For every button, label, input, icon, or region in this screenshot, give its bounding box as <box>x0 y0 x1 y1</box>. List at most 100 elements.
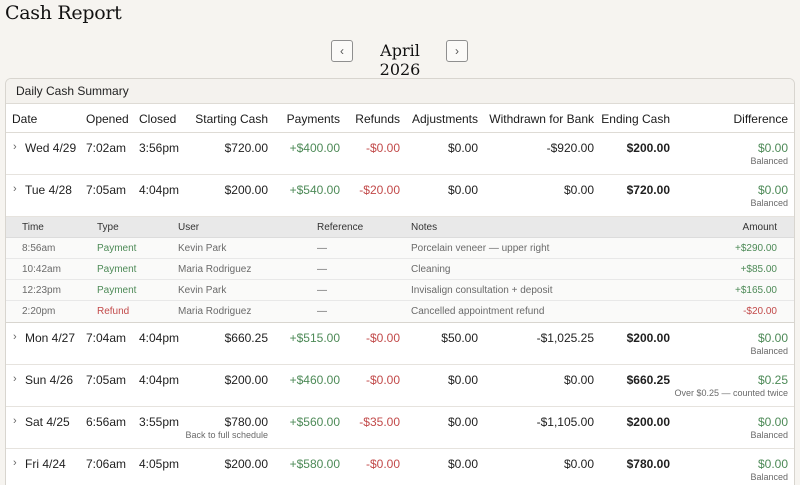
month-navigation: ‹ April 2026 › <box>0 40 800 79</box>
row-ending-cash: $200.00 <box>626 415 670 429</box>
row-ending-cash: $780.00 <box>626 457 670 471</box>
row-difference: $0.00 <box>757 141 788 155</box>
row-opened: 7:04am <box>86 331 127 345</box>
tx-reference: — <box>317 243 327 254</box>
column-header-difference: Difference <box>733 112 788 126</box>
tx-time: 8:56am <box>22 243 56 254</box>
chevron-left-icon: ‹ <box>340 44 344 58</box>
tx-user: Kevin Park <box>178 285 227 296</box>
row-adjustments: $0.00 <box>447 415 478 429</box>
detail-header-notes: Notes <box>411 222 438 233</box>
row-opened: 7:02am <box>86 141 127 155</box>
chevron-right-icon[interactable]: › <box>13 331 17 343</box>
tx-reference: — <box>317 264 327 275</box>
next-month-button[interactable]: › <box>446 40 468 62</box>
row-refunds: -$0.00 <box>365 457 400 471</box>
row-withdrawn: $0.00 <box>563 373 594 387</box>
chevron-right-icon[interactable]: › <box>13 141 17 153</box>
row-date: Sat 4/25 <box>25 415 70 429</box>
row-closed: 3:55pm <box>139 415 180 429</box>
row-adjustments: $0.00 <box>447 457 478 471</box>
table-row[interactable]: › Sat 4/25 6:56am 3:55pm Back to full sc… <box>6 407 794 449</box>
tx-type: Refund <box>97 306 130 317</box>
transaction-row[interactable]: 10:42am Payment Maria Rodriguez — Cleani… <box>6 259 794 280</box>
tx-amount: +$290.00 <box>735 243 777 254</box>
table-row[interactable]: › Tue 4/28 7:05am 4:04pm $200.00 +$540.0… <box>6 175 794 217</box>
row-opened: 6:56am <box>86 415 127 429</box>
row-opened: 7:06am <box>86 457 127 471</box>
column-header-adjustments: Adjustments <box>411 112 478 126</box>
detail-header-time: Time <box>22 222 44 233</box>
row-difference: $0.00 <box>757 331 788 345</box>
column-header-payments: Payments <box>286 112 340 126</box>
tx-type: Payment <box>97 264 137 275</box>
transaction-row[interactable]: 12:23pm Payment Kevin Park — Invisalign … <box>6 280 794 301</box>
tx-amount: -$20.00 <box>743 306 777 317</box>
table-row[interactable]: › Fri 4/24 7:06am 4:05pm $200.00 +$580.0… <box>6 449 794 485</box>
row-status: Balanced <box>750 430 788 440</box>
month-label: April 2026 <box>379 41 421 79</box>
row-date: Mon 4/27 <box>25 331 76 345</box>
tx-user: Maria Rodriguez <box>178 306 252 317</box>
tx-user: Maria Rodriguez <box>178 264 252 275</box>
row-refunds: -$0.00 <box>365 373 400 387</box>
row-status: Balanced <box>750 156 788 166</box>
chevron-right-icon[interactable]: › <box>13 457 17 469</box>
table-row[interactable]: › Mon 4/27 7:04am 4:04pm $660.25 +$515.0… <box>6 323 794 365</box>
tx-type: Payment <box>97 243 137 254</box>
row-closed: 4:04pm <box>139 373 180 387</box>
row-closed: 4:04pm <box>139 183 180 197</box>
column-header-opened: Opened <box>86 112 129 126</box>
row-closed: 4:04pm <box>139 331 180 345</box>
chevron-right-icon[interactable]: › <box>13 373 17 385</box>
column-header-refunds: Refunds <box>355 112 400 126</box>
row-starting-cash: $200.00 <box>224 457 268 471</box>
prev-month-button[interactable]: ‹ <box>331 40 353 62</box>
row-ending-cash: $200.00 <box>626 141 670 155</box>
row-difference: $0.00 <box>757 457 788 471</box>
table-header: Date Opened Closed Starting Cash Payment… <box>6 104 794 133</box>
page-title: Cash Report <box>5 2 122 24</box>
row-withdrawn: $0.00 <box>563 183 594 197</box>
tx-notes: Cancelled appointment refund <box>411 306 545 317</box>
tx-time: 10:42am <box>22 264 61 275</box>
tx-reference: — <box>317 306 327 317</box>
row-adjustments: $0.00 <box>447 183 478 197</box>
row-date: Tue 4/28 <box>25 183 72 197</box>
card-title: Daily Cash Summary <box>6 79 794 104</box>
row-adjustments: $0.00 <box>447 141 478 155</box>
row-starting-cash: $200.00 <box>224 373 268 387</box>
row-starting-cash: $200.00 <box>224 183 268 197</box>
detail-header-user: User <box>178 222 200 233</box>
row-closed: 4:05pm <box>139 457 180 471</box>
column-header-ending-cash: Ending Cash <box>601 112 670 126</box>
transaction-row[interactable]: 8:56am Payment Kevin Park — Porcelain ve… <box>6 238 794 259</box>
row-withdrawn: $0.00 <box>563 457 594 471</box>
row-ending-cash: $720.00 <box>626 183 670 197</box>
tx-reference: — <box>317 285 327 296</box>
chevron-right-icon[interactable]: › <box>13 183 17 195</box>
row-opened: 7:05am <box>86 373 127 387</box>
table-row[interactable]: › Sun 4/26 7:05am 4:04pm $200.00 +$460.0… <box>6 365 794 407</box>
tx-amount: +$85.00 <box>740 264 777 275</box>
row-ending-cash: $660.25 <box>626 373 670 387</box>
row-difference: $0.00 <box>757 415 788 429</box>
row-payments: +$580.00 <box>289 457 340 471</box>
tx-amount: +$165.00 <box>735 285 777 296</box>
row-date: Sun 4/26 <box>25 373 74 387</box>
row-date: Fri 4/24 <box>25 457 66 471</box>
table-row[interactable]: › Wed 4/29 7:02am 3:56pm $720.00 +$400.0… <box>6 133 794 175</box>
tx-user: Kevin Park <box>178 243 227 254</box>
transaction-row[interactable]: 2:20pm Refund Maria Rodriguez — Cancelle… <box>6 301 794 322</box>
tx-notes: Porcelain veneer — upper right <box>411 243 550 254</box>
tx-notes: Invisalign consultation + deposit <box>411 285 553 296</box>
row-starting-cash: $780.00 <box>224 415 268 429</box>
row-adjustments: $0.00 <box>447 373 478 387</box>
row-payments: +$460.00 <box>289 373 340 387</box>
chevron-right-icon[interactable]: › <box>13 415 17 427</box>
row-withdrawn: -$920.00 <box>546 141 594 155</box>
row-payments: +$400.00 <box>289 141 340 155</box>
tx-time: 2:20pm <box>22 306 56 317</box>
row-closed-note: Back to full schedule <box>185 430 268 440</box>
row-date: Wed 4/29 <box>25 141 77 155</box>
